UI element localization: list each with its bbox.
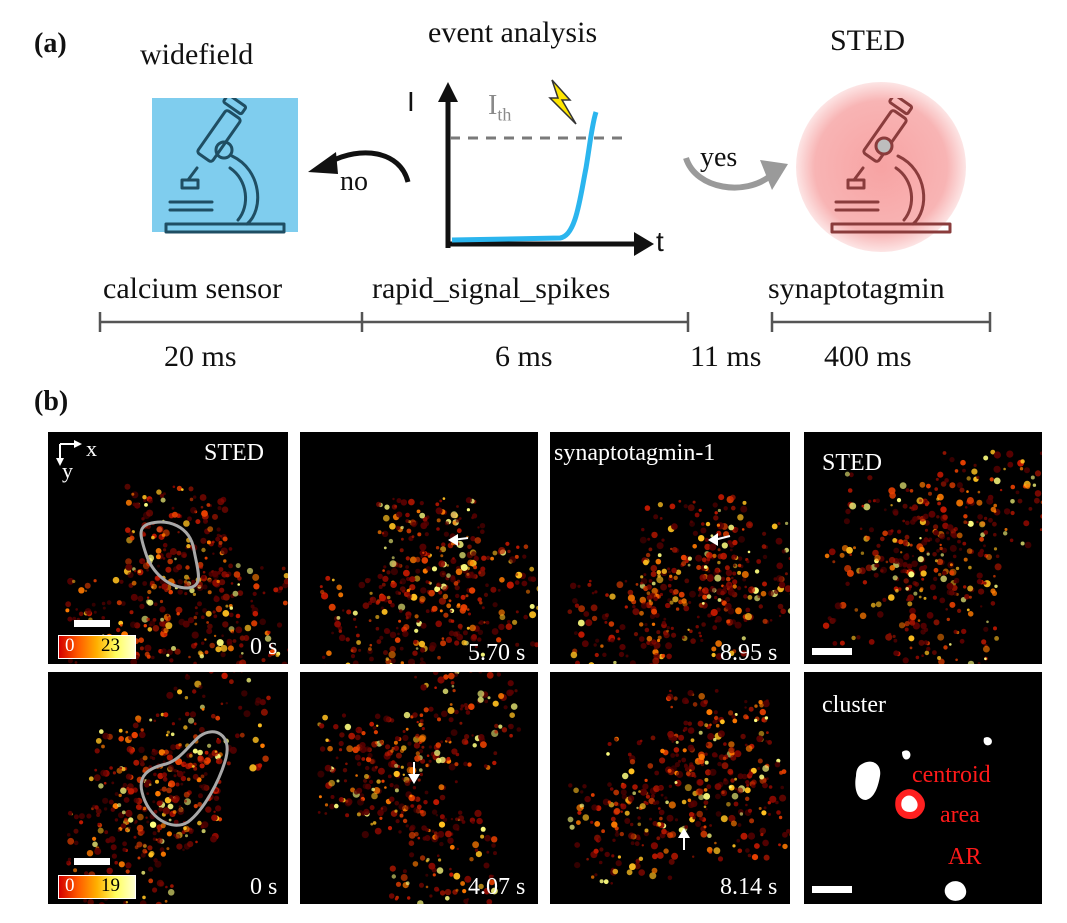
timeline bbox=[98, 312, 992, 332]
arrow-icon bbox=[408, 762, 420, 784]
frame-time: 8.95 s bbox=[720, 640, 778, 664]
colorbar-min: 0 bbox=[65, 875, 75, 896]
plot-y-label: I bbox=[407, 86, 415, 117]
frame-label: cluster bbox=[822, 692, 886, 718]
micrograph-r1-c4: STED bbox=[804, 432, 1042, 664]
widefield-microscope-box bbox=[152, 93, 298, 234]
colorbar: 0 23 bbox=[58, 635, 136, 659]
no-label: no bbox=[340, 166, 368, 197]
micrograph-r1-c2: 5.70 s bbox=[300, 432, 538, 664]
scale-bar bbox=[74, 620, 110, 627]
xy-axes-icon bbox=[56, 440, 82, 466]
stage-label-spikes: rapid_signal_spikes bbox=[372, 272, 611, 305]
yes-arrow-icon bbox=[683, 156, 788, 191]
micrograph-r2-c1: 0 19 0 s bbox=[48, 672, 288, 904]
event-analysis-title: event analysis bbox=[428, 16, 598, 49]
arrow-icon bbox=[448, 534, 469, 546]
hotspot-layer bbox=[567, 494, 790, 664]
microscope-icon bbox=[164, 93, 286, 234]
time-label-6ms: 6 ms bbox=[495, 340, 553, 373]
hotspot-layer bbox=[65, 483, 288, 664]
micrograph-r2-c2: 4.07 s bbox=[300, 672, 538, 904]
scale-bar bbox=[812, 886, 852, 893]
frame-time: 0 s bbox=[250, 874, 278, 900]
hotspot-layer bbox=[66, 672, 271, 904]
roi-outline bbox=[139, 730, 229, 827]
frame-label: synaptotagmin-1 bbox=[554, 440, 716, 466]
y-axis-letter: y bbox=[62, 458, 73, 483]
frame-time: 5.70 s bbox=[468, 640, 526, 664]
arrow-icon bbox=[678, 828, 690, 850]
panel-a-letter: (a) bbox=[34, 28, 67, 59]
threshold-symbol: I bbox=[488, 90, 498, 121]
time-label-400ms: 400 ms bbox=[824, 340, 912, 373]
time-label-11ms: 11 ms bbox=[690, 340, 762, 373]
threshold-subscript: th bbox=[497, 104, 512, 125]
micrograph-cluster: cluster centroid area AR bbox=[804, 672, 1042, 904]
frame-label: STED bbox=[204, 440, 264, 466]
x-arrowhead-icon bbox=[634, 232, 654, 256]
frame-time: 4.07 s bbox=[468, 874, 526, 900]
micrograph-r1-c1: x y STED 0 23 0 s bbox=[48, 432, 288, 664]
y-arrowhead-icon bbox=[438, 82, 458, 102]
event-plot bbox=[438, 79, 654, 256]
time-label-20ms: 20 ms bbox=[164, 340, 237, 373]
stage-label-calcium: calcium sensor bbox=[103, 272, 283, 305]
colorbar-max: 19 bbox=[101, 875, 120, 896]
roi-outline bbox=[139, 520, 200, 590]
area-annotation: area bbox=[940, 802, 980, 828]
micrograph-r1-c3: synaptotagmin-1 8.95 s bbox=[550, 432, 790, 664]
frame-time: 0 s bbox=[250, 634, 278, 660]
colorbar-min: 0 bbox=[65, 635, 75, 656]
stage-label-synaptotagmin: synaptotagmin bbox=[768, 272, 945, 305]
frame-time: 8.14 s bbox=[720, 874, 778, 900]
lightning-bolt-icon bbox=[548, 79, 577, 125]
panel-b-letter: (b) bbox=[34, 386, 69, 417]
sted-microscope-icon bbox=[830, 98, 952, 234]
no-arrow-icon bbox=[308, 150, 411, 183]
scale-bar bbox=[812, 648, 852, 655]
hotspot-layer bbox=[317, 672, 522, 904]
colorbar-max: 23 bbox=[101, 635, 120, 656]
centroid-annotation: centroid bbox=[912, 762, 991, 788]
x-axis-letter: x bbox=[86, 436, 97, 461]
threshold-label: Ith bbox=[488, 90, 511, 126]
plot-x-label: t bbox=[656, 226, 664, 257]
micrograph-r2-c3: 8.14 s bbox=[550, 672, 790, 904]
yes-label: yes bbox=[700, 142, 738, 173]
ar-annotation: AR bbox=[948, 844, 982, 870]
colorbar: 0 19 bbox=[58, 875, 136, 899]
scale-bar bbox=[74, 858, 110, 865]
arrow-icon bbox=[708, 533, 731, 546]
widefield-title: widefield bbox=[140, 38, 254, 71]
frame-label: STED bbox=[822, 450, 882, 476]
sted-title: STED bbox=[830, 24, 905, 57]
hotspot-layer bbox=[567, 689, 790, 885]
signal-curve bbox=[451, 111, 599, 243]
hotspot-layer bbox=[319, 497, 538, 664]
cluster-mask bbox=[855, 737, 992, 901]
hotspot-layer bbox=[822, 449, 1042, 664]
